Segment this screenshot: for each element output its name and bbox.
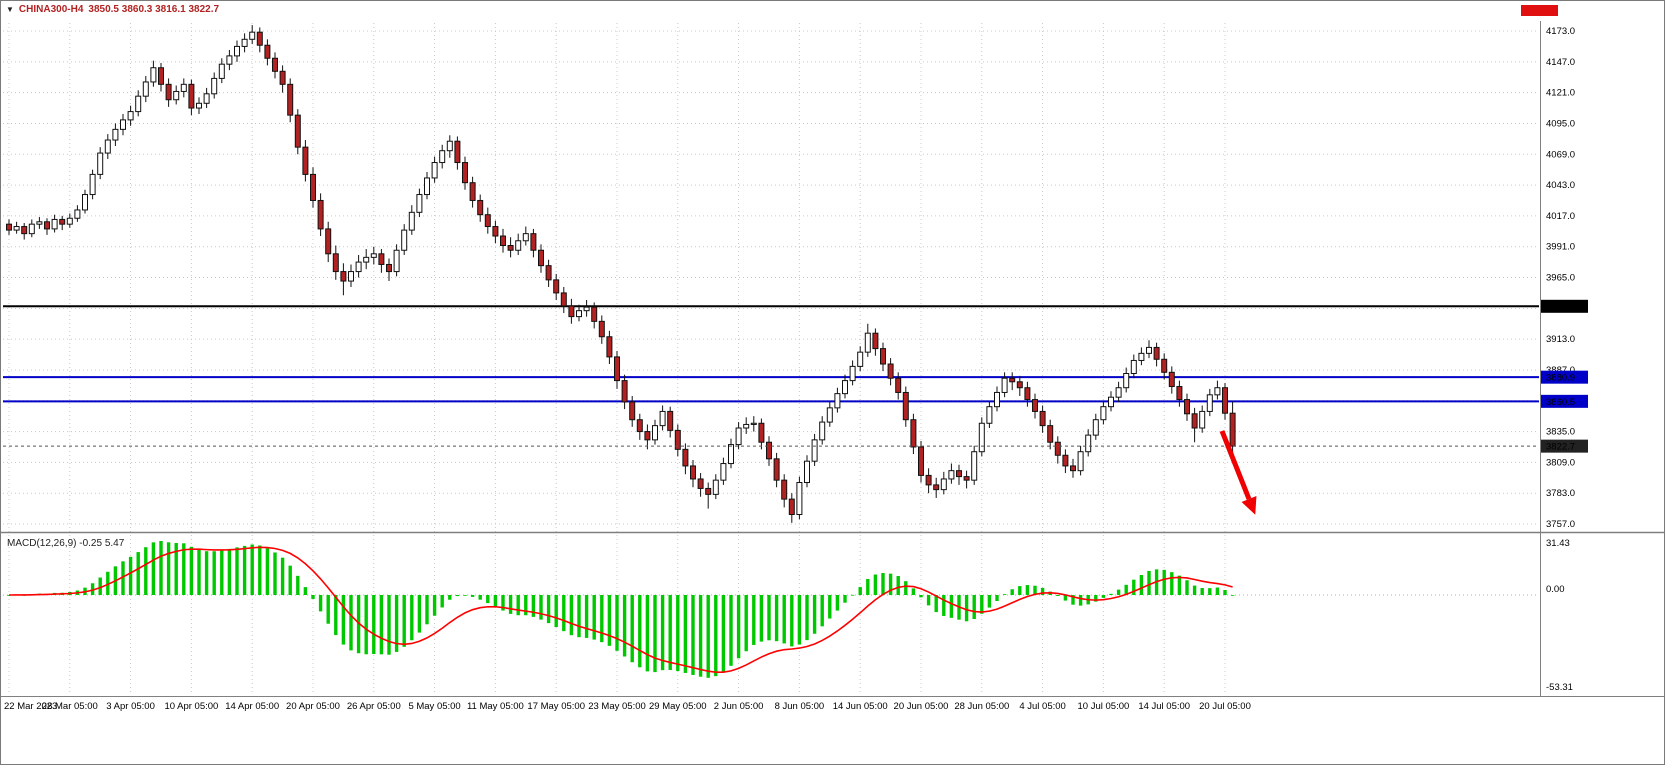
time-axis-label: 17 May 05:00 <box>527 701 585 712</box>
time-axis-label: 2 Jun 05:00 <box>714 701 764 712</box>
time-axis-label: 20 Jul 05:00 <box>1199 701 1251 712</box>
macd-axis-label: 31.43 <box>1546 538 1570 549</box>
price-badge: 3860.5 <box>1541 394 1588 408</box>
macd-name: MACD(12,26,9) <box>7 538 77 549</box>
macd-signal-line <box>8 546 1233 673</box>
svg-text:3880.9: 3880.9 <box>1546 373 1575 384</box>
svg-text:3822.7: 3822.7 <box>1546 442 1575 453</box>
price-axis-label: 4121.0 <box>1546 88 1575 99</box>
price-badge: 3940.7 <box>1541 299 1588 313</box>
horizontal-lines[interactable] <box>3 305 1539 403</box>
time-axis-label: 20 Apr 05:00 <box>286 701 340 712</box>
down-arrow-annotation[interactable] <box>1219 430 1257 515</box>
price-axis-label: 4069.0 <box>1546 149 1575 160</box>
macd-indicator-label: MACD(12,26,9) -0.25 5.47 <box>7 538 124 549</box>
time-axis-label: 11 May 05:00 <box>467 701 524 712</box>
chart-title-overlay: ▼ CHINA300-H4 3850.5 3860.3 3816.1 3822.… <box>6 4 219 15</box>
time-axis-label: 26 Apr 05:00 <box>347 701 401 712</box>
time-axis-label: 14 Jul 05:00 <box>1138 701 1190 712</box>
price-axis-label: 3991.0 <box>1546 242 1575 253</box>
time-axis-label: 14 Apr 05:00 <box>225 701 279 712</box>
candlesticks[interactable] <box>6 25 1236 523</box>
time-axis-label: 4 Jul 05:00 <box>1019 701 1065 712</box>
symbol-label: CHINA300-H4 <box>18 4 84 15</box>
macd-values: -0.25 5.47 <box>79 538 125 549</box>
price-axis-label: 3913.0 <box>1546 334 1575 345</box>
svg-text:3860.5: 3860.5 <box>1546 397 1575 408</box>
time-axis-label: 22 Mar 2023 <box>4 701 57 712</box>
macd-axis-label: -53.31 <box>1546 682 1573 693</box>
svg-text:3940.7: 3940.7 <box>1546 302 1575 313</box>
price-axis-label: 4095.0 <box>1546 118 1575 129</box>
price-axis-label: 3887.0 <box>1546 365 1575 376</box>
price-axis-label: 4173.0 <box>1546 26 1575 37</box>
price-axis-label: 3809.0 <box>1546 457 1575 468</box>
time-axis-label: 29 May 05:00 <box>649 701 707 712</box>
top-right-red-marker <box>1521 5 1558 16</box>
price-badge: 3822.7 <box>1541 439 1588 453</box>
price-axis-label: 4017.0 <box>1546 211 1575 222</box>
time-axis-label: 5 May 05:00 <box>408 701 460 712</box>
time-axis-label: 14 Jun 05:00 <box>833 701 888 712</box>
macd-axis-label: 0.00 <box>1546 584 1565 595</box>
time-axis-label: 23 May 05:00 <box>588 701 646 712</box>
symbol-dropdown-icon[interactable]: ▼ <box>6 4 14 14</box>
price-axis[interactable]: 3757.0 3783.0 3809.0 3835.0 3887.0 3913.0 3965… <box>1541 26 1588 530</box>
price-axis-label: 3965.0 <box>1546 273 1575 284</box>
time-axis-label: 8 Jun 05:00 <box>775 701 825 712</box>
price-axis-label: 3783.0 <box>1546 488 1575 499</box>
time-axis-label: 10 Apr 05:00 <box>164 701 218 712</box>
pane-separators <box>1 21 1664 697</box>
grid <box>3 23 1539 692</box>
time-axis-label: 28 Jun 05:00 <box>954 701 1009 712</box>
price-badge: 3880.9 <box>1541 370 1588 384</box>
time-axis-label: 28 Mar 05:00 <box>42 701 98 712</box>
time-axis-label: 20 Jun 05:00 <box>894 701 949 712</box>
macd-axis[interactable]: 31.43 0.00 -53.31 <box>1546 538 1573 693</box>
time-axis-label: 3 Apr 05:00 <box>106 701 155 712</box>
price-axis-label: 4043.0 <box>1546 180 1575 191</box>
ohlc-readout: 3850.5 3860.3 3816.1 3822.7 <box>88 4 220 15</box>
time-axis-label: 10 Jul 05:00 <box>1078 701 1130 712</box>
price-axis-label: 4147.0 <box>1546 57 1575 68</box>
price-axis-label: 3835.0 <box>1546 427 1575 438</box>
macd-histogram <box>7 541 1235 678</box>
price-axis-label: 3757.0 <box>1546 519 1575 530</box>
